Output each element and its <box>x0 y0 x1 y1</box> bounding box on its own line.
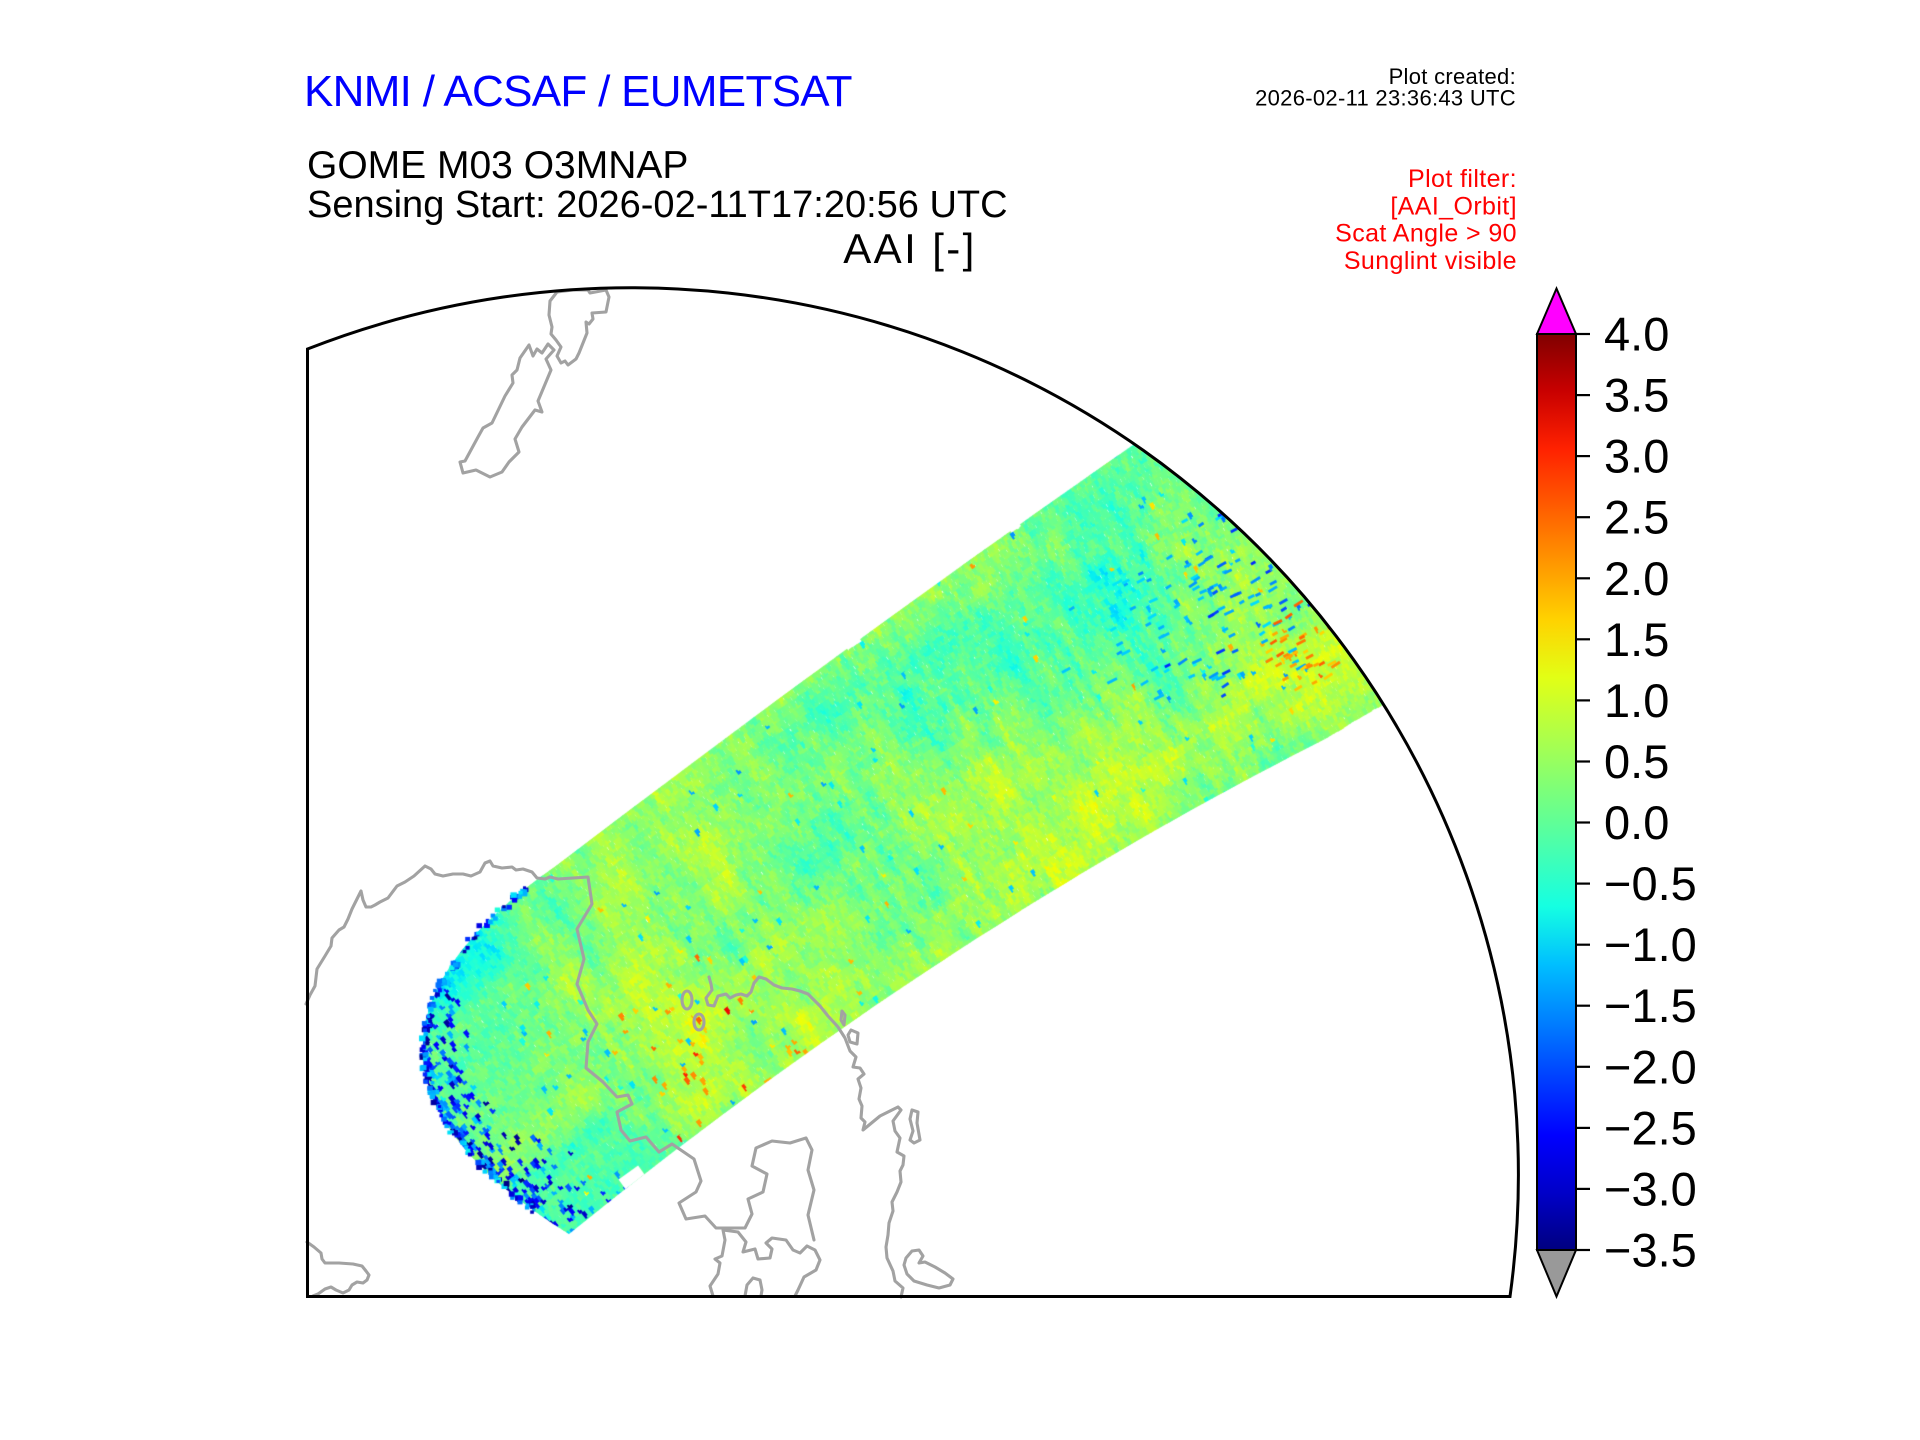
svg-text:−2.5: −2.5 <box>1604 1101 1697 1154</box>
svg-text:Plot filter:: Plot filter: <box>1408 165 1517 193</box>
svg-text:−2.0: −2.0 <box>1604 1040 1697 1093</box>
svg-text:−0.5: −0.5 <box>1604 857 1697 910</box>
svg-text:−1.0: −1.0 <box>1604 918 1697 971</box>
svg-text:2026-02-11 23:36:43 UTC: 2026-02-11 23:36:43 UTC <box>1255 86 1516 111</box>
svg-text:Sensing Start: 2026-02-11T17:2: Sensing Start: 2026-02-11T17:20:56 UTC <box>307 184 1008 226</box>
svg-text:[AAI_Orbit]: [AAI_Orbit] <box>1390 192 1517 220</box>
svg-text:2.0: 2.0 <box>1604 552 1669 605</box>
svg-text:4.0: 4.0 <box>1604 308 1669 361</box>
svg-text:AAI [-]: AAI [-] <box>843 225 977 272</box>
svg-text:KNMI / ACSAF / EUMETSAT: KNMI / ACSAF / EUMETSAT <box>304 67 852 116</box>
svg-text:Sunglint visible: Sunglint visible <box>1344 247 1517 275</box>
svg-text:GOME M03 O3MNAP: GOME M03 O3MNAP <box>307 144 688 187</box>
svg-text:1.5: 1.5 <box>1604 613 1669 666</box>
svg-text:0.0: 0.0 <box>1604 796 1669 849</box>
svg-text:0.5: 0.5 <box>1604 735 1669 788</box>
svg-text:3.0: 3.0 <box>1604 430 1669 483</box>
svg-text:3.5: 3.5 <box>1604 369 1669 422</box>
svg-text:−1.5: −1.5 <box>1604 979 1697 1032</box>
svg-text:Scat Angle > 90: Scat Angle > 90 <box>1335 220 1517 248</box>
svg-text:2.5: 2.5 <box>1604 491 1669 544</box>
svg-text:−3.0: −3.0 <box>1604 1162 1697 1215</box>
svg-text:−3.5: −3.5 <box>1604 1224 1697 1277</box>
svg-text:Plot created:: Plot created: <box>1389 64 1516 89</box>
svg-text:1.0: 1.0 <box>1604 674 1669 727</box>
